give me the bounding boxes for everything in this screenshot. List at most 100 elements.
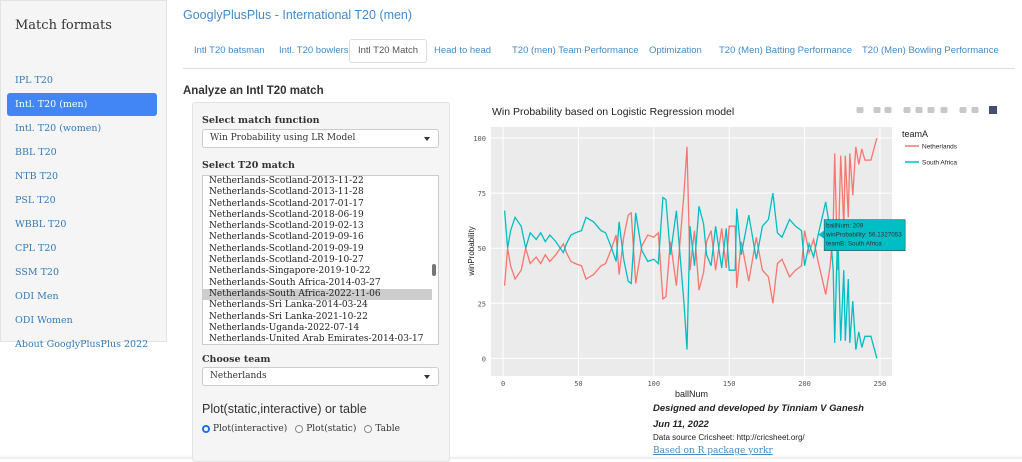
match-function-select[interactable]: Win Probability using LR Model bbox=[202, 129, 439, 148]
tab[interactable]: T20 (men) Team Performance bbox=[512, 45, 639, 56]
match-function-value: Win Probability using LR Model bbox=[210, 133, 356, 143]
hover-tooltip bbox=[823, 219, 906, 251]
chevron-down-icon bbox=[424, 375, 430, 379]
sidebar-item[interactable]: IPL T20 bbox=[15, 75, 53, 86]
output-radio[interactable]: Plot(static) bbox=[295, 424, 356, 434]
tooltip-pointer bbox=[818, 230, 825, 239]
camera-icon[interactable] bbox=[856, 107, 864, 113]
chevron-down-icon bbox=[424, 137, 430, 141]
tab[interactable]: Head to head bbox=[434, 45, 492, 56]
radio-button[interactable] bbox=[295, 425, 304, 433]
tab[interactable]: T20 (Men) Batting Performance bbox=[719, 45, 853, 56]
match-option[interactable]: Netherlands-Scotland-2018-06-19 bbox=[209, 209, 364, 220]
legend-label[interactable]: Netherlands bbox=[922, 144, 958, 151]
app-title[interactable]: GooglyPlusPlus - International T20 (men) bbox=[183, 8, 413, 22]
sidebar: Match formats IPL T20 Intl. T20 (men) Intl… bbox=[0, 0, 167, 350]
y-axis-label: winProbability bbox=[467, 226, 476, 276]
legend-label[interactable]: South Africa bbox=[922, 160, 957, 167]
chart-title: Win Probability based on Logistic Regres… bbox=[492, 106, 734, 118]
sidebar-item[interactable]: BBL T20 bbox=[15, 147, 57, 158]
match-option[interactable]: Netherlands-Sri Lanka-2021-10-22 bbox=[209, 311, 368, 322]
output-type-radio-group: Plot(interactive) Plot(static) Table bbox=[202, 424, 400, 434]
match-option[interactable]: Netherlands-Scotland-2019-09-16 bbox=[209, 232, 364, 243]
sidebar-item[interactable]: PSL T20 bbox=[15, 195, 56, 206]
radio-button[interactable] bbox=[202, 425, 210, 433]
match-option[interactable]: Netherlands-Singapore-2019-10-22 bbox=[209, 266, 371, 277]
plotly-logo-icon[interactable] bbox=[989, 106, 997, 114]
radio-label: Plot(static) bbox=[306, 424, 357, 434]
match-option[interactable]: Netherlands-Scotland-2019-10-27 bbox=[209, 255, 364, 266]
team-value: Netherlands bbox=[210, 371, 267, 381]
match-option[interactable]: Netherlands-Sri Lanka-2014-03-24 bbox=[209, 300, 368, 311]
legend-title: teamA bbox=[902, 129, 928, 139]
series-line-netherlands[interactable] bbox=[503, 137, 878, 304]
spike-icon[interactable] bbox=[959, 107, 967, 113]
compare-icon[interactable] bbox=[971, 107, 979, 113]
y-tick-label: 100 bbox=[473, 135, 486, 143]
designer-credit: Designed and developed by Tinniam V Gane… bbox=[653, 403, 864, 414]
y-tick-label: 75 bbox=[478, 190, 486, 198]
team-select[interactable]: Netherlands bbox=[202, 367, 439, 386]
sidebar-item[interactable]: NTB T20 bbox=[15, 171, 59, 182]
sidebar-item[interactable]: SSM T20 bbox=[15, 267, 60, 278]
sidebar-item[interactable]: Intl. T20 (women) bbox=[15, 123, 102, 134]
y-tick-label: 25 bbox=[478, 300, 486, 308]
sidebar-item[interactable]: ODI Men bbox=[15, 291, 59, 302]
output-radio[interactable]: Table bbox=[364, 424, 400, 434]
zoom-icon[interactable] bbox=[873, 107, 881, 113]
tab[interactable]: T20 (Men) Bowling Performance bbox=[862, 45, 999, 56]
yorkr-link[interactable]: Based on R package yorkr bbox=[653, 446, 773, 457]
radio-label: Plot(interactive) bbox=[213, 424, 288, 434]
match-function-label: Select match function bbox=[202, 115, 320, 126]
output-type-heading: Plot(static,interactive) or table bbox=[202, 402, 367, 416]
x-axis-label: ballNum bbox=[675, 389, 708, 399]
sidebar-item[interactable]: Intl. T20 (men) bbox=[7, 93, 157, 116]
pan-icon[interactable] bbox=[884, 107, 892, 113]
radio-label: Table bbox=[375, 424, 401, 434]
output-radio[interactable]: Plot(interactive) bbox=[202, 424, 287, 434]
match-option[interactable]: Netherlands-United Arab Emirates-2014-03… bbox=[209, 334, 424, 345]
sidebar-item[interactable]: CPL T20 bbox=[15, 243, 57, 254]
match-option[interactable]: Netherlands-Uganda-2022-07-14 bbox=[209, 322, 360, 333]
match-option[interactable]: Netherlands-Scotland-2019-02-13 bbox=[209, 221, 364, 232]
data-source: Data source Cricsheet: http://cricsheet.… bbox=[653, 433, 805, 442]
sidebar-title: Match formats bbox=[15, 18, 112, 33]
tab[interactable]: Intl T20 batsman bbox=[194, 45, 265, 56]
tab[interactable]: Optimization bbox=[649, 45, 702, 56]
bottom-edge bbox=[0, 455, 1022, 459]
win-probability-chart[interactable]: 0 25 50 75 100 0 50 100 150 200 250 Win Probability… bbox=[460, 95, 1020, 405]
tab-bar: Intl T20 batsman Intl. T20 bowlers Intl T2… bbox=[183, 39, 1015, 69]
x-tick-label: 150 bbox=[723, 380, 736, 388]
y-tick-label: 50 bbox=[478, 245, 486, 253]
team-label: Choose team bbox=[202, 354, 271, 365]
tooltip-line: teamB: South Africa bbox=[826, 241, 882, 248]
home-icon[interactable] bbox=[940, 107, 948, 113]
zoom-out-icon[interactable] bbox=[915, 107, 923, 113]
listbox-scrollbar[interactable] bbox=[432, 264, 436, 276]
match-option[interactable]: Netherlands-Scotland-2019-09-19 bbox=[209, 243, 364, 254]
autoscale-icon[interactable] bbox=[927, 107, 935, 113]
tooltip-line: ballNum: 209 bbox=[826, 223, 864, 230]
radio-button[interactable] bbox=[364, 425, 373, 433]
tab[interactable]: Intl. T20 bowlers bbox=[279, 45, 349, 56]
x-tick-label: 200 bbox=[798, 380, 811, 388]
match-listbox[interactable]: Netherlands-Scotland-2013-11-22 Netherlan… bbox=[202, 175, 439, 345]
zoom-in-icon[interactable] bbox=[903, 107, 911, 113]
x-tick-label: 0 bbox=[501, 380, 505, 388]
tooltip-line: winProbability: 56.1327053 bbox=[825, 232, 902, 239]
match-option[interactable]: Netherlands-South Africa-2022-11-06 bbox=[203, 288, 432, 301]
match-option[interactable]: Netherlands-Scotland-2013-11-22 bbox=[209, 176, 364, 186]
match-select-label: Select T20 match bbox=[202, 160, 295, 171]
tab[interactable]: Intl T20 Match bbox=[349, 39, 428, 63]
match-option[interactable]: Netherlands-South Africa-2014-03-27 bbox=[209, 277, 381, 288]
credit-date: Jun 11, 2022 bbox=[653, 419, 709, 430]
y-tick-label: 0 bbox=[482, 355, 486, 363]
match-option[interactable]: Netherlands-Scotland-2013-11-28 bbox=[209, 187, 364, 198]
series-line-south-africa[interactable] bbox=[503, 192, 878, 359]
sidebar-item[interactable]: WBBL T20 bbox=[15, 219, 67, 230]
x-tick-label: 250 bbox=[874, 380, 887, 388]
page-heading: Analyze an Intl T20 match bbox=[183, 85, 324, 97]
match-option[interactable]: Netherlands-Scotland-2017-01-17 bbox=[209, 198, 364, 209]
sidebar-item[interactable]: About GooglyPlusPlus 2022 bbox=[15, 339, 149, 350]
sidebar-item[interactable]: ODI Women bbox=[15, 315, 73, 326]
